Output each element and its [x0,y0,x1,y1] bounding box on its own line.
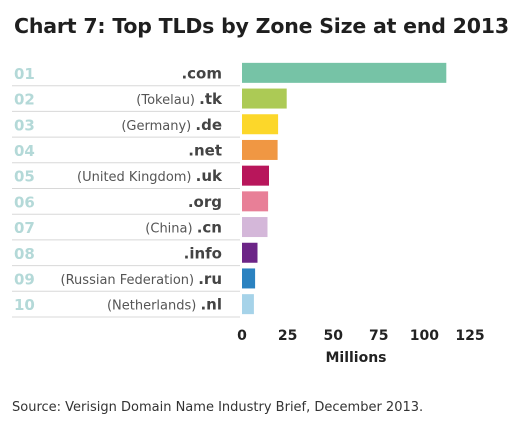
category-label: .org [188,193,222,211]
bar [242,88,287,109]
category-tld: .com [181,64,222,82]
bar [242,242,258,263]
category-country: (Netherlands) [107,299,201,314]
bar [242,191,269,212]
rank-label: 10 [14,296,35,314]
bar [242,268,256,289]
chart-title: Chart 7: Top TLDs by Zone Size at end 20… [14,14,509,38]
x-tick-label: 100 [410,328,439,344]
category-country: (China) [145,222,196,237]
category-label: (China) .cn [145,219,222,237]
rank-label: 06 [14,193,35,211]
bar [242,217,268,238]
category-tld: .nl [200,296,222,314]
rank-label: 07 [14,219,35,237]
bars [242,62,447,315]
source-note: Source: Verisign Domain Name Industry Br… [12,400,424,415]
category-tld: .net [188,141,222,159]
rank-label: 01 [14,65,35,83]
category-tld: .ru [198,270,222,288]
bar [242,62,447,83]
category-tld: .cn [197,219,222,237]
rank-labels: 01 02 03 04 05 06 07 08 09 10 [14,65,35,314]
category-label: .net [188,141,222,159]
category-country: (United Kingdom) [77,170,196,185]
category-tld: .uk [196,167,223,185]
category-tld: .info [184,244,222,262]
rank-label: 09 [14,270,35,288]
x-tick-label: 75 [369,328,388,344]
rank-label: 04 [14,142,35,160]
category-label: (Germany) .de [121,116,222,134]
category-labels: .com (Tokelau) .tk (Germany) .de .net (Unite… [61,64,223,313]
rank-label: 02 [14,91,35,109]
rank-label: 08 [14,245,35,263]
rank-label: 05 [14,168,35,186]
x-axis-label: Millions [325,350,386,366]
category-country: (Russian Federation) [61,273,199,288]
bar [242,165,269,186]
bar [242,139,278,160]
category-label: (United Kingdom) .uk [77,167,223,185]
category-tld: .de [195,116,222,134]
category-label: .info [184,244,222,262]
x-tick-label: 50 [323,328,343,344]
category-country: (Germany) [121,119,195,134]
x-axis: 0 25 50 75 100 125 [237,328,484,344]
rank-label: 03 [14,116,35,134]
x-tick-label: 0 [237,328,247,344]
x-tick-label: 25 [278,328,297,344]
row-separators [12,85,240,318]
category-label: (Tokelau) .tk [136,90,223,108]
x-tick-label: 125 [455,328,484,344]
bar [242,294,254,315]
category-label: (Netherlands) .nl [107,296,222,314]
category-tld: .org [188,193,222,211]
bar [242,114,279,135]
category-label: (Russian Federation) .ru [61,270,222,288]
category-country: (Tokelau) [136,93,199,108]
category-tld: .tk [199,90,223,108]
category-label: .com [181,64,222,82]
